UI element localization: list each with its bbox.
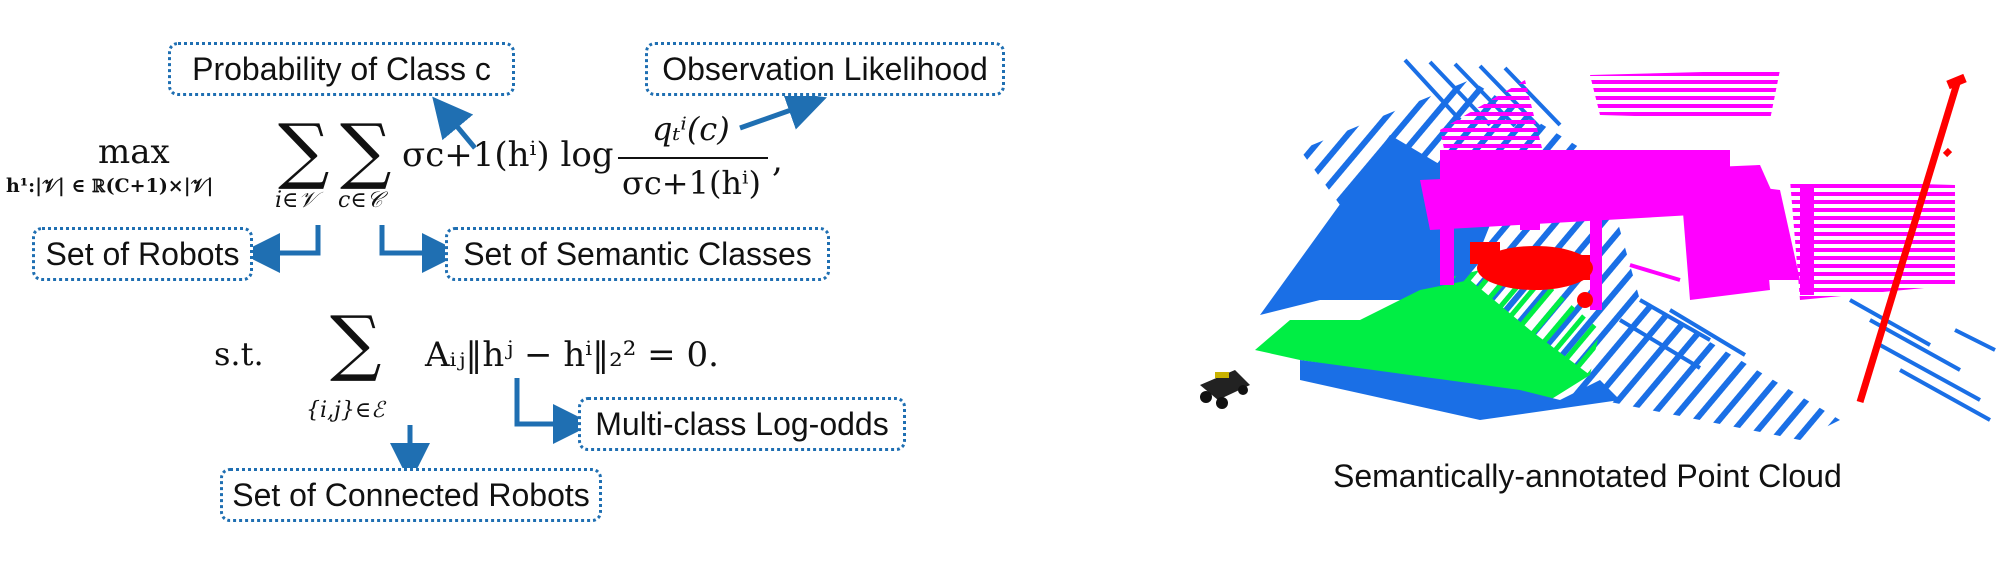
- multi-class-log-odds-box: Multi-class Log-odds: [578, 397, 906, 451]
- green-striped-region: [1440, 260, 1600, 375]
- sigma-log-term: σc+1(hⁱ) log: [402, 135, 614, 175]
- sum-c-symbol: ∑: [340, 108, 392, 192]
- arrow-to-set-robots: [240, 225, 321, 273]
- sum-e-symbol: ∑: [330, 300, 382, 384]
- observation-likelihood-box: Observation Likelihood: [645, 42, 1005, 96]
- point-cloud-caption: Semantically-annotated Point Cloud: [1333, 458, 1842, 494]
- fraction-denominator: σc+1(hⁱ): [622, 164, 761, 202]
- equation-comma: ,: [772, 140, 783, 180]
- sum-e-subscript: {i,j}∈ℰ: [306, 398, 385, 423]
- arrow-to-prob-class: [432, 96, 477, 150]
- red-car: [1470, 242, 1593, 308]
- sum-i-subscript: i∈𝒱: [275, 188, 317, 213]
- magenta-building: [1420, 70, 1955, 310]
- blue-foreground-strip: [1300, 360, 1620, 420]
- observation-likelihood-label: Observation Likelihood: [662, 50, 988, 87]
- multi-class-log-odds-label: Multi-class Log-odds: [595, 405, 889, 442]
- red-pole: [1856, 73, 1967, 404]
- green-ground-region: [1255, 280, 1590, 400]
- arrow-to-set-semantic: [379, 225, 462, 273]
- constraint-expression: Aᵢⱼ‖hʲ − hⁱ‖₂² = 0.: [425, 335, 719, 375]
- set-of-semantic-classes-label: Set of Semantic Classes: [463, 235, 812, 272]
- set-of-connected-robots-box: Set of Connected Robots: [220, 468, 602, 522]
- sum-c-subscript: c∈𝒞: [338, 188, 383, 213]
- max-operator: max: [98, 132, 170, 172]
- robot-vehicle: [1200, 370, 1250, 409]
- fraction-numerator: qₜⁱ(c): [652, 110, 730, 148]
- probability-class-box: Probability of Class c: [168, 42, 515, 96]
- set-of-semantic-classes-box: Set of Semantic Classes: [445, 227, 830, 281]
- set-of-connected-robots-label: Set of Connected Robots: [232, 476, 590, 513]
- set-of-robots-box: Set of Robots: [32, 227, 253, 281]
- subject-to-label: s.t.: [214, 335, 264, 373]
- sum-i-symbol: ∑: [278, 108, 330, 192]
- probability-class-label: Probability of Class c: [192, 50, 491, 87]
- set-of-robots-label: Set of Robots: [45, 235, 240, 272]
- fraction-bar: [618, 157, 768, 159]
- arrow-to-multiclass: [514, 378, 593, 444]
- max-subscript: h¹:|𝒱| ∈ ℝ(C+1)×|𝒱|: [6, 175, 214, 197]
- arrow-to-obs-likelihood: [739, 91, 827, 131]
